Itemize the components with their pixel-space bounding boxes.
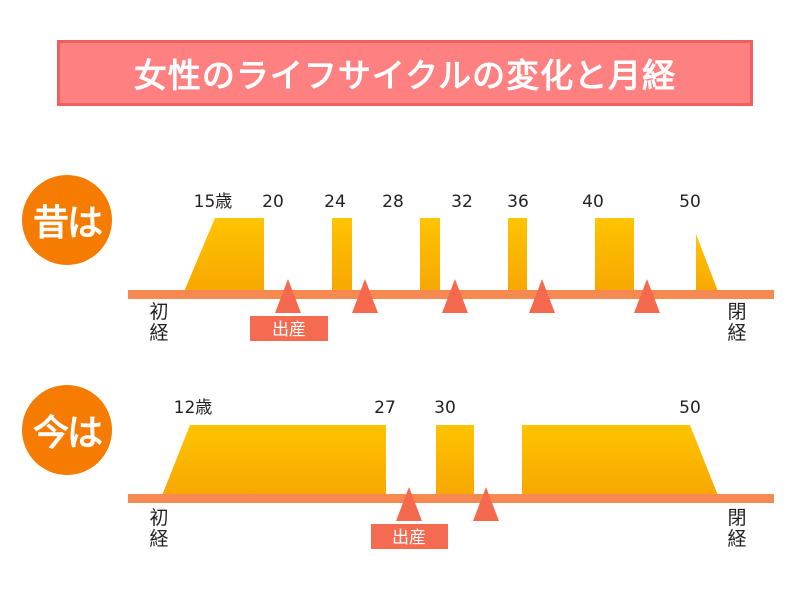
- age-label: 28: [382, 192, 404, 212]
- era-label-present: 今は: [32, 413, 103, 454]
- menstruation-period: [420, 218, 440, 294]
- menstruation-period: [595, 218, 634, 294]
- birth-marker: [442, 279, 468, 313]
- menarche-char: 経: [149, 528, 169, 550]
- age-label: 32: [451, 192, 473, 212]
- row-present: 出産 12歳 27 30 50: [128, 398, 774, 549]
- page-title: 女性のライフサイクルの変化と月経: [133, 56, 677, 95]
- era-circle-past: 昔は: [22, 175, 112, 265]
- timeline-bar: [128, 494, 774, 503]
- menarche-label: 初 経: [148, 302, 170, 344]
- menopause-char: 閉: [727, 507, 747, 529]
- menopause-char: 閉: [727, 301, 747, 323]
- age-label: 12歳: [174, 398, 213, 418]
- menarche-label: 初 経: [148, 508, 170, 550]
- birth-marker: [473, 487, 499, 521]
- menarche-char: 初: [149, 301, 169, 323]
- menopause-label: 閉 経: [726, 508, 748, 550]
- age-label: 15歳: [194, 192, 233, 212]
- birth-label: 出産: [272, 320, 306, 340]
- age-label: 36: [507, 192, 529, 212]
- birth-label-box: [250, 316, 328, 341]
- birth-marker: [275, 279, 301, 313]
- age-label: 30: [434, 398, 456, 418]
- age-label: 20: [262, 192, 284, 212]
- menopause-char: 経: [727, 528, 747, 550]
- birth-marker: [352, 279, 378, 313]
- age-label: 40: [582, 192, 604, 212]
- age-label: 24: [324, 192, 346, 212]
- menstruation-period: [183, 218, 264, 294]
- menstruation-period: [332, 218, 352, 294]
- menarche-char: 初: [149, 507, 169, 529]
- era-circle-present: 今は: [22, 385, 112, 475]
- birth-label: 出産: [392, 528, 426, 548]
- birth-marker: [634, 279, 660, 313]
- menstruation-period: [161, 425, 386, 498]
- birth-marker: [529, 279, 555, 313]
- row-past: 出産 15歳 20 24 28 32 36 40 50: [128, 192, 774, 341]
- menopause-label: 閉 経: [726, 302, 748, 344]
- birth-label-box: [371, 524, 448, 549]
- menstruation-period: [508, 218, 527, 294]
- menarche-char: 経: [149, 322, 169, 344]
- menstruation-period: [436, 425, 474, 498]
- age-label: 27: [374, 398, 396, 418]
- birth-marker: [396, 487, 422, 521]
- era-label-past: 昔は: [32, 203, 103, 244]
- menstruation-period: [696, 234, 719, 294]
- menstruation-period: [522, 425, 719, 498]
- age-label: 50: [679, 192, 701, 212]
- age-label: 50: [679, 398, 701, 418]
- menopause-char: 経: [727, 322, 747, 344]
- title-banner: 女性のライフサイクルの変化と月経: [57, 40, 753, 106]
